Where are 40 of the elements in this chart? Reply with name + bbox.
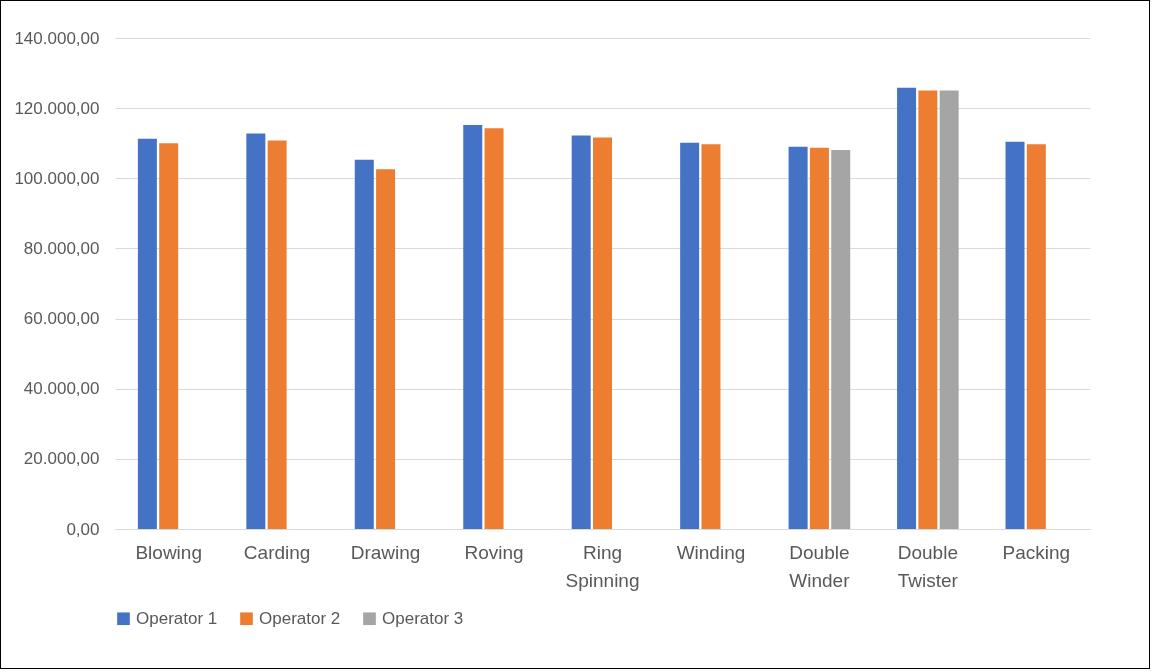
- bar: [571, 135, 591, 529]
- bar: [354, 159, 374, 529]
- x-tick-label: Winding: [676, 541, 746, 563]
- y-tick-label: 80.000,00: [23, 238, 100, 258]
- x-tick-label: Ring Spinning: [565, 541, 640, 591]
- x-tick-label: Double Winder: [789, 541, 851, 591]
- bar: [831, 149, 851, 529]
- bar: [897, 87, 917, 529]
- bar: [376, 169, 396, 529]
- x-tick-label: Blowing: [135, 541, 202, 563]
- x-tick-label: Packing: [1002, 541, 1071, 563]
- x-tick-label: Drawing: [350, 541, 421, 563]
- y-tick-label: 0,00: [66, 519, 100, 539]
- bar: [463, 124, 483, 529]
- x-tick-label: Roving: [464, 541, 524, 563]
- bar: [788, 146, 808, 529]
- bar: [680, 142, 700, 529]
- legend-label: Operator 3: [382, 608, 464, 628]
- legend-label: Operator 2: [259, 608, 341, 628]
- y-tick-label: 100.000,00: [14, 168, 100, 188]
- y-tick-label: 120.000,00: [14, 98, 100, 118]
- y-tick-label: 60.000,00: [23, 309, 100, 329]
- bar: [246, 133, 266, 529]
- bar: [593, 137, 612, 529]
- legend-label: Operator 1: [136, 608, 218, 628]
- x-tick-label: Carding: [243, 541, 311, 563]
- bar: [701, 144, 721, 529]
- bar: [939, 90, 959, 529]
- bar: [918, 90, 938, 529]
- bar: [1026, 144, 1046, 529]
- y-tick-label: 140.000,00: [14, 28, 100, 48]
- bar: [809, 147, 829, 529]
- bar: [1005, 141, 1025, 529]
- bar: [137, 138, 157, 529]
- bar: [267, 140, 287, 529]
- y-tick-label: 40.000,00: [23, 379, 100, 399]
- bar: [159, 143, 179, 529]
- y-tick-label: 20.000,00: [23, 449, 100, 469]
- bar: [484, 128, 504, 529]
- x-tick-label: Double Twister: [897, 541, 959, 591]
